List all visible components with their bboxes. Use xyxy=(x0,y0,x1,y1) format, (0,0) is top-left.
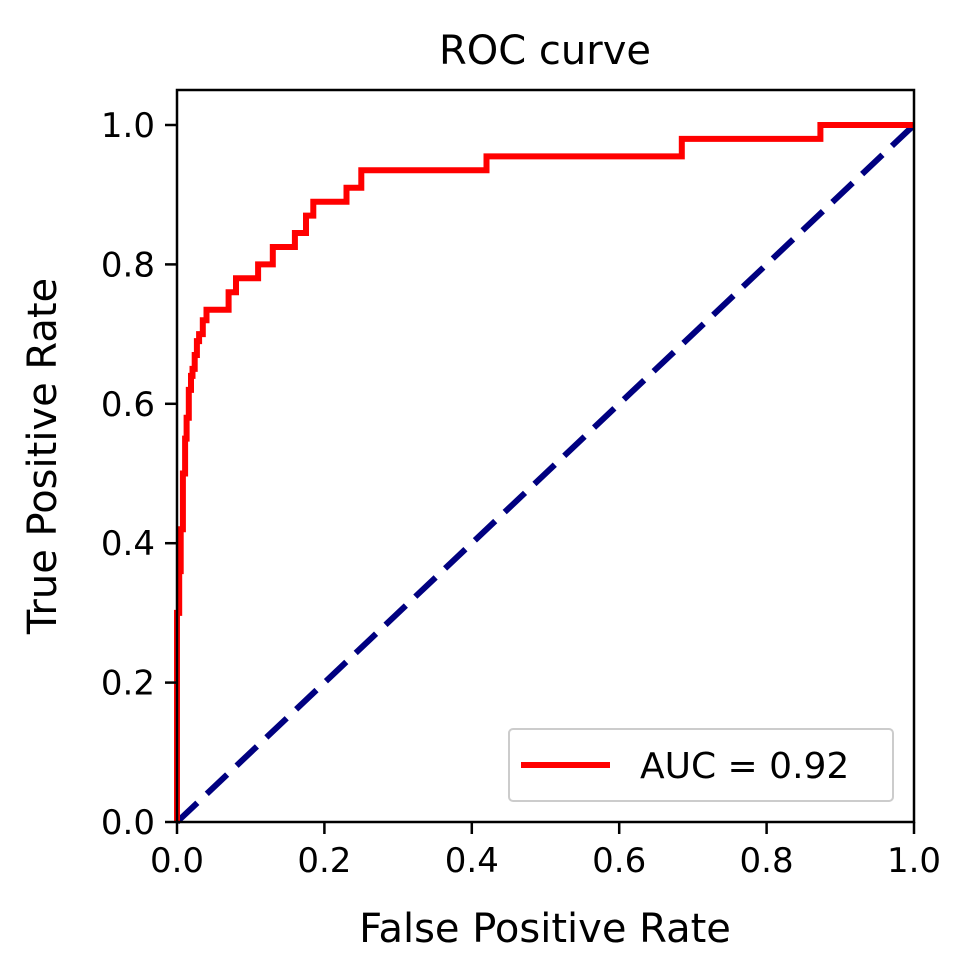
chance-diagonal-line xyxy=(177,125,914,822)
roc-chart-figure: ROC curve 0.0 0.2 0.4 0.6 0.8 1.0 0.0 0.2 0.4 0.… xyxy=(0,0,961,967)
roc-chart: ROC curve 0.0 0.2 0.4 0.6 0.8 1.0 0.00.20.40.… xyxy=(0,0,961,967)
x-axis-ticks: 0.0 0.2 0.4 0.6 0.8 1.0 xyxy=(150,822,941,881)
y-tick-label: 0.8 xyxy=(101,245,155,285)
x-tick-label: 0.0 xyxy=(150,841,204,881)
y-axis-label: True Positive Rate xyxy=(20,278,66,635)
y-tick-label: 0.2 xyxy=(101,664,155,704)
plot-frame xyxy=(177,90,914,822)
legend: AUC = 0.92 xyxy=(509,729,893,801)
y-axis-ticks: 0.0 0.2 0.4 0.6 0.8 1.0 xyxy=(101,106,177,843)
y-tick-label: 0.6 xyxy=(101,385,155,425)
y-tick-label: 0.0 xyxy=(101,803,155,843)
plot-lines xyxy=(177,125,914,822)
y-tick-label: 0.4 xyxy=(101,524,155,564)
y-tick-label: 1.0 xyxy=(101,106,155,146)
x-axis-label: False Positive Rate xyxy=(359,906,731,952)
legend-label: AUC = 0.92 xyxy=(640,746,849,787)
x-tick-label: 0.4 xyxy=(445,841,499,881)
x-tick-label: 0.2 xyxy=(297,841,351,881)
x-tick-label: 1.0 xyxy=(887,841,941,881)
chart-title: ROC curve xyxy=(439,28,651,74)
x-tick-label: 0.8 xyxy=(740,841,794,881)
x-tick-label: 0.6 xyxy=(592,841,646,881)
